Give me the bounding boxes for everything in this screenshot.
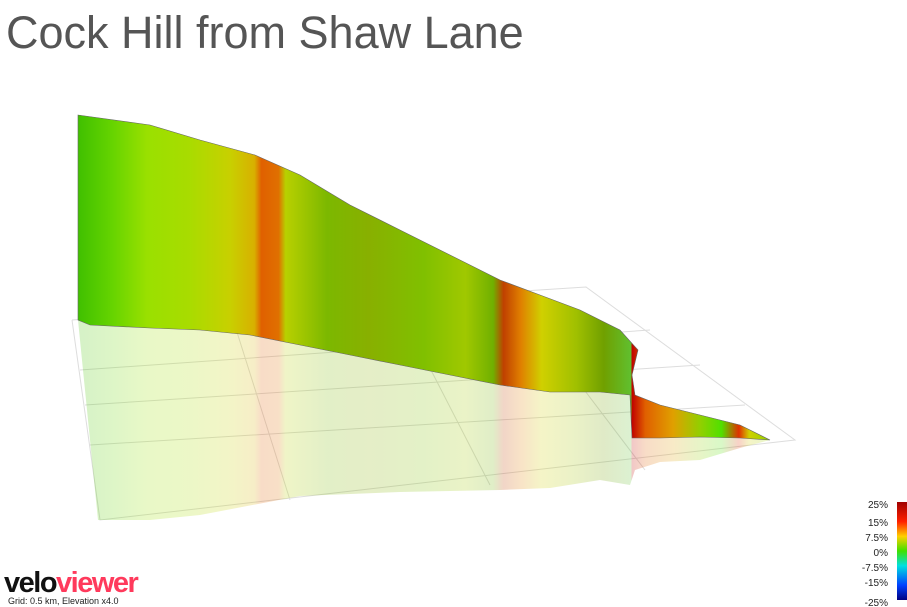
grid-note: Grid: 0.5 km, Elevation x4.0 [8, 596, 119, 606]
logo: veloviewer [4, 567, 139, 599]
legend-label: -25% [865, 598, 888, 607]
logo-second: viewer [56, 567, 138, 599]
legend-label: -15% [865, 578, 888, 589]
legend-color-bar [897, 502, 907, 600]
logo-first: velo [4, 567, 57, 599]
legend-label: 0% [874, 548, 889, 559]
legend-label: -7.5% [862, 563, 888, 574]
profile-reflection [78, 320, 770, 520]
title: Cock Hill from Shaw Lane [6, 7, 524, 58]
legend-label: 25% [868, 500, 888, 511]
profile-wall [77, 114, 771, 441]
legend: 25% 15% 7.5% 0% -7.5% -15% -25% [862, 500, 888, 607]
legend-label: 15% [868, 518, 888, 529]
legend-label: 7.5% [865, 533, 888, 544]
